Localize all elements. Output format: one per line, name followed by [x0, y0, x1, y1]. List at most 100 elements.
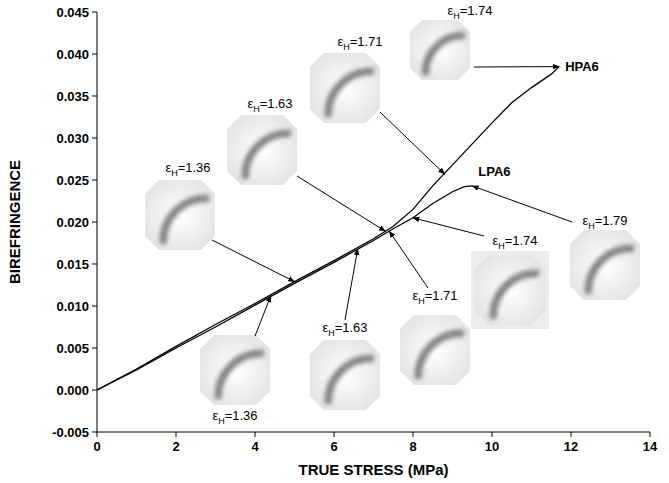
- x-tick-label: 8: [409, 439, 416, 454]
- pattern-background: [475, 255, 545, 325]
- inset-frame: [471, 251, 549, 329]
- series-line: [97, 67, 559, 390]
- y-tick: [92, 264, 97, 265]
- x-tick-label: 0: [93, 439, 100, 454]
- annotation-arrow: [255, 296, 271, 336]
- pattern-arc: [588, 248, 633, 293]
- x-tick-label: 4: [251, 439, 259, 454]
- annotation-label: εH=1.79: [582, 213, 627, 231]
- x-tick-label: 2: [172, 439, 179, 454]
- saxs-pattern: [400, 315, 470, 385]
- pattern-background: [570, 230, 640, 300]
- saxs-pattern: [310, 53, 380, 123]
- y-tick-label: 0.025: [56, 173, 89, 188]
- annotation-label: εH=1.36: [165, 160, 210, 178]
- pattern-arc-halo: [588, 248, 633, 293]
- annotation-label: εH=1.36: [212, 408, 257, 426]
- series-line: [97, 186, 472, 390]
- chart: 0 2 4 6 8 10 12 14 -0.005 0.000 0.005 0.010 0.015 0.0…: [0, 0, 669, 483]
- pattern-background: [310, 340, 380, 410]
- x-tick: [255, 432, 256, 437]
- saxs-pattern: [471, 251, 549, 329]
- y-tick: [92, 12, 97, 13]
- annotation-arrow: [389, 231, 428, 288]
- y-tick-label: 0.010: [56, 299, 89, 314]
- x-tick-label: 10: [485, 439, 499, 454]
- pattern-arc-halo: [493, 273, 538, 318]
- pattern-arc-halo: [163, 198, 208, 243]
- y-tick-label: 0.000: [56, 383, 89, 398]
- saxs-pattern: [310, 340, 380, 410]
- x-tick: [97, 432, 98, 437]
- annotation-arrow: [345, 249, 358, 320]
- saxs-pattern: [410, 20, 470, 80]
- annotation-label: εH=1.63: [322, 320, 367, 338]
- y-tick: [92, 432, 97, 433]
- annotation-label: εH=1.74: [447, 3, 492, 21]
- annotation-label: εH=1.74: [492, 233, 537, 251]
- x-axis-title: TRUE STRESS (MPa): [298, 461, 448, 478]
- saxs-pattern: [200, 335, 270, 405]
- pattern-background: [145, 180, 215, 250]
- y-tick-label: 0.005: [56, 341, 89, 356]
- pattern-arc: [426, 36, 465, 75]
- x-tick: [571, 432, 572, 437]
- x-axis-line: [97, 432, 650, 433]
- y-tick: [92, 180, 97, 181]
- pattern-arc: [328, 358, 373, 403]
- y-tick: [92, 306, 97, 307]
- y-tick: [92, 138, 97, 139]
- series-label: HPA6: [565, 59, 599, 74]
- x-tick: [413, 432, 414, 437]
- y-tick-label: 0.040: [56, 47, 89, 62]
- annotation-arrow: [297, 176, 385, 231]
- pattern-background: [227, 115, 297, 185]
- x-tick-label: 6: [330, 439, 337, 454]
- y-tick-label: 0.020: [56, 215, 89, 230]
- pattern-background: [400, 315, 470, 385]
- x-tick: [650, 432, 651, 437]
- x-tick: [176, 432, 177, 437]
- annotation-label: εH=1.71: [337, 34, 382, 52]
- y-tick-label: 0.045: [56, 5, 89, 20]
- annotation-arrow: [413, 218, 484, 236]
- annotation-label: εH=1.71: [412, 288, 457, 306]
- pattern-arc-halo: [418, 333, 463, 378]
- saxs-pattern: [227, 115, 297, 185]
- pattern-arc-halo: [328, 71, 373, 116]
- annotation-arrow: [380, 112, 445, 174]
- pattern-arc: [163, 198, 208, 243]
- x-tick: [334, 432, 335, 437]
- series-label: LPA6: [478, 164, 510, 179]
- annotation-arrow: [212, 240, 295, 282]
- series-lines: [97, 67, 559, 390]
- pattern-background: [310, 53, 380, 123]
- pattern-arc: [245, 133, 290, 178]
- y-axis-title: BIREFRINGENCE: [6, 160, 23, 284]
- insets: [145, 20, 640, 410]
- pattern-arc-halo: [218, 353, 263, 398]
- y-tick-label: 0.030: [56, 131, 89, 146]
- pattern-arc-halo: [245, 133, 290, 178]
- pattern-arc-halo: [426, 36, 465, 75]
- pattern-arc: [218, 353, 263, 398]
- y-tick: [92, 348, 97, 349]
- y-tick: [92, 54, 97, 55]
- y-tick: [92, 222, 97, 223]
- y-tick: [92, 390, 97, 391]
- saxs-pattern: [145, 180, 215, 250]
- x-tick-label: 12: [564, 439, 578, 454]
- pattern-arc-halo: [328, 358, 373, 403]
- pattern-background: [410, 20, 470, 80]
- pattern-arc: [418, 333, 463, 378]
- annotation-arrow: [474, 66, 559, 67]
- pattern-arc: [493, 273, 538, 318]
- saxs-pattern: [570, 230, 640, 300]
- y-tick-label: -0.005: [52, 425, 89, 440]
- pattern-arc: [328, 71, 373, 116]
- pattern-background: [200, 335, 270, 405]
- y-tick-label: 0.015: [56, 257, 89, 272]
- y-tick: [92, 96, 97, 97]
- y-tick-label: 0.035: [56, 89, 89, 104]
- x-tick-label: 14: [643, 439, 658, 454]
